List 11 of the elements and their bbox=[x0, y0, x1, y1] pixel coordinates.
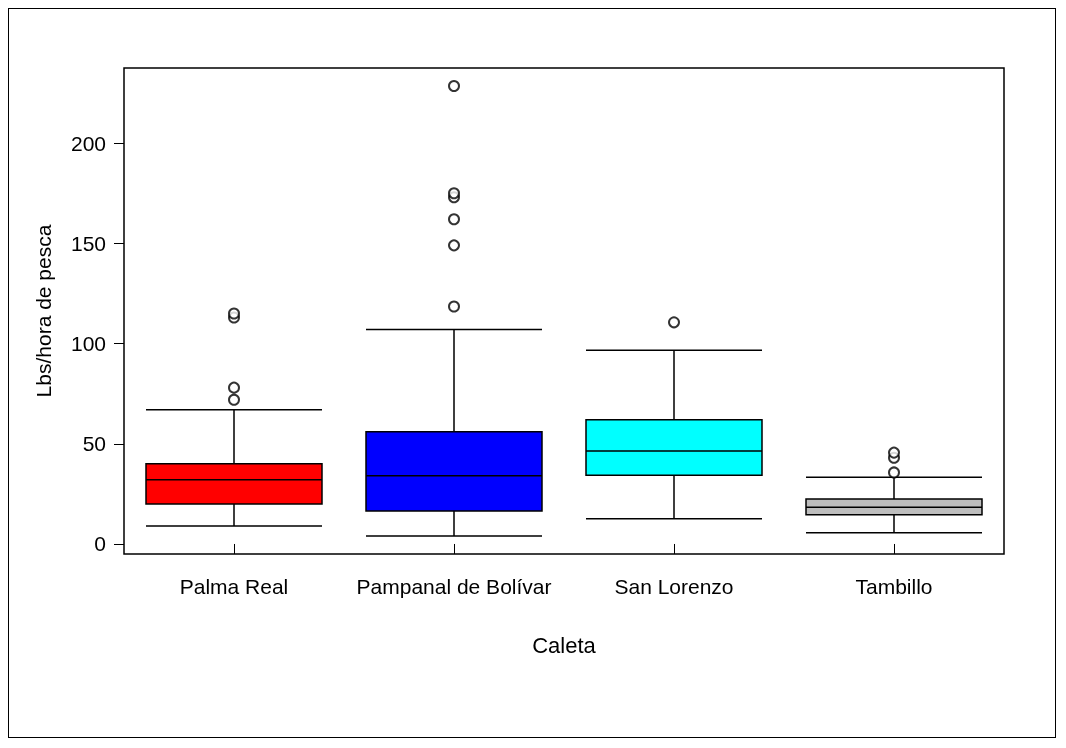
x-axis-title: Caleta bbox=[532, 632, 597, 658]
y-tick-label: 150 bbox=[70, 231, 106, 255]
x-tick-label: San Lorenzo bbox=[614, 575, 734, 598]
x-tick-label: Palma Real bbox=[179, 575, 289, 598]
y-tick-label: 0 bbox=[94, 532, 106, 556]
x-tick-label: Pampanal de Bolívar bbox=[356, 575, 552, 598]
y-tick-label: 100 bbox=[70, 332, 106, 356]
y-tick-label: 200 bbox=[70, 131, 106, 155]
y-tick-label: 50 bbox=[82, 432, 106, 456]
y-axis-title: Lbs/hora de pesca bbox=[32, 224, 55, 398]
x-tick-label: Tambillo bbox=[855, 575, 933, 598]
